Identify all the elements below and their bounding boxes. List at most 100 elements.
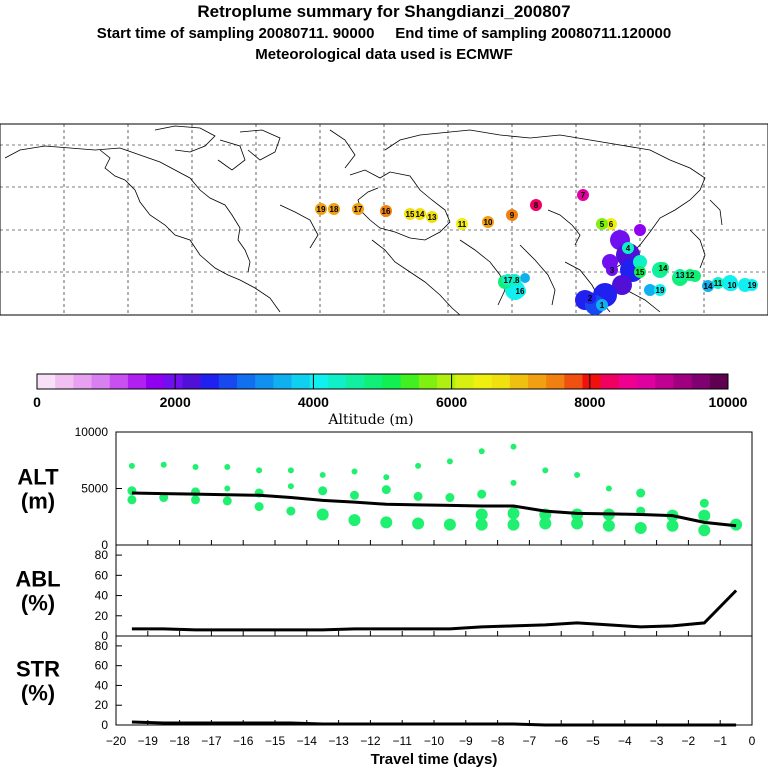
colorbar-swatch bbox=[200, 374, 220, 389]
alt-scatter-point bbox=[222, 496, 232, 506]
colorbar-swatch bbox=[346, 374, 365, 389]
chart-title: Retroplume summary for Shangdianzi_20080… bbox=[197, 2, 571, 21]
map-cluster-label: 4 bbox=[626, 244, 631, 253]
alt-scatter-point bbox=[224, 485, 231, 492]
map-cluster-label: 11 bbox=[458, 220, 467, 229]
x-tick-label: −3 bbox=[650, 734, 664, 748]
colorbar-swatch bbox=[164, 374, 183, 389]
colorbar-swatch bbox=[546, 374, 565, 389]
alt-scatter-point bbox=[475, 508, 488, 521]
colorbar-swatch bbox=[55, 374, 74, 389]
colorbar-swatch bbox=[291, 374, 311, 389]
x-tick-label: −14 bbox=[297, 734, 318, 748]
map-cluster-label: 15 bbox=[406, 210, 415, 219]
alt-scatter-point bbox=[698, 509, 711, 522]
alt-scatter-point bbox=[191, 495, 200, 505]
map-cluster-label: 16 bbox=[516, 287, 525, 296]
alt-scatter-point bbox=[605, 485, 612, 492]
map-cluster-label: 14 bbox=[416, 210, 425, 219]
map-gridlines bbox=[0, 124, 768, 315]
alt-scatter-point bbox=[507, 507, 520, 520]
map-label-dot bbox=[426, 211, 438, 223]
series-line bbox=[131, 491, 737, 528]
x-axis-label: Travel time (days) bbox=[371, 751, 498, 768]
alt-scatter-point bbox=[159, 493, 169, 503]
alt-scatter-point bbox=[446, 458, 453, 465]
alt-scatter-point bbox=[666, 519, 679, 532]
map-cluster-label: 18 bbox=[330, 205, 339, 214]
map-cluster-label: 5 bbox=[600, 220, 605, 229]
y-tick-label: 40 bbox=[95, 589, 109, 603]
map-cluster-label: 12 bbox=[686, 271, 695, 280]
map-label-dot bbox=[514, 285, 526, 297]
y-tick-label: 80 bbox=[95, 548, 109, 562]
map-label-dot bbox=[506, 209, 518, 221]
alt-scatter-point bbox=[636, 488, 646, 498]
alt-scatter-point bbox=[445, 493, 455, 503]
colorbar-tick-label: 6000 bbox=[436, 394, 467, 410]
x-tick-label: −11 bbox=[392, 734, 412, 748]
colorbar-swatch bbox=[109, 374, 129, 389]
alt-scatter-point bbox=[412, 517, 425, 530]
x-tick-label: −9 bbox=[459, 734, 473, 748]
map-label-dot bbox=[404, 208, 416, 220]
alt-scatter-point bbox=[602, 519, 615, 532]
map-cluster-label: 1 bbox=[600, 301, 605, 310]
colorbar-swatch bbox=[437, 374, 456, 389]
x-tick-label: −15 bbox=[265, 734, 286, 748]
altitude-colorbar: 0 2000 4000 6000 8000 10000 bbox=[33, 373, 748, 410]
map-label-dot bbox=[596, 218, 608, 230]
map-cluster-label: 17 bbox=[354, 205, 363, 214]
map-cluster-label: 13 bbox=[428, 213, 437, 222]
alt-scatter-point bbox=[256, 467, 263, 474]
map-label-dot bbox=[606, 264, 618, 276]
map-cluster-label: 13 bbox=[676, 271, 685, 280]
colorbar-swatch bbox=[237, 374, 256, 389]
y-tick-label: 20 bbox=[95, 698, 109, 712]
colorbar-swatch bbox=[255, 374, 274, 389]
alt-scatter-point bbox=[383, 474, 390, 481]
alt-scatter-point bbox=[415, 462, 422, 469]
y-tick-label: 0 bbox=[101, 538, 108, 552]
map-label-dot bbox=[530, 199, 542, 211]
map-cluster-label: 6 bbox=[609, 220, 614, 229]
alt-scatter-point bbox=[443, 518, 456, 531]
colorbar-label: Altitude (m) bbox=[327, 412, 413, 428]
alt-scatter-point bbox=[286, 506, 296, 516]
map-cluster-blob bbox=[644, 284, 656, 296]
colorbar-swatch bbox=[418, 374, 438, 389]
x-tick-label: −20 bbox=[106, 734, 127, 748]
y-tick-label: 10000 bbox=[75, 425, 109, 439]
alt-scatter-point bbox=[477, 489, 487, 499]
alt-scatter-point bbox=[634, 522, 647, 535]
y-tick-label: 40 bbox=[95, 678, 109, 692]
y-tick-label: 20 bbox=[95, 609, 109, 623]
alt-scatter-point bbox=[351, 468, 358, 475]
map-label-dot bbox=[502, 274, 514, 286]
panel-ylabel: ABL bbox=[15, 567, 60, 592]
colorbar-swatch bbox=[400, 374, 420, 389]
colorbar-swatch bbox=[91, 374, 111, 389]
alt-scatter-point bbox=[287, 467, 294, 474]
map-label-dot bbox=[352, 203, 364, 215]
map-cluster-label: 17 bbox=[504, 276, 513, 285]
colorbar-swatch bbox=[673, 374, 693, 389]
alt-scatter-point bbox=[699, 498, 709, 508]
y-tick-label: 60 bbox=[95, 659, 109, 673]
x-tick-label: −1 bbox=[713, 734, 727, 748]
map-label-dot bbox=[674, 269, 686, 281]
colorbar-swatch bbox=[182, 374, 202, 389]
alt-scatter-point bbox=[539, 517, 552, 530]
panel-frame bbox=[115, 635, 753, 726]
map-cluster-label: 18 bbox=[511, 276, 520, 285]
x-tick-label: −4 bbox=[618, 734, 632, 748]
alt-scatter-point bbox=[510, 479, 517, 486]
alt-scatter-point bbox=[128, 462, 135, 469]
map-cluster-label: 2 bbox=[588, 294, 593, 303]
alt-scatter-point bbox=[287, 483, 294, 490]
map-label-dot bbox=[746, 279, 758, 291]
map-cluster-blob bbox=[633, 255, 647, 269]
map-label-dot bbox=[315, 203, 327, 215]
